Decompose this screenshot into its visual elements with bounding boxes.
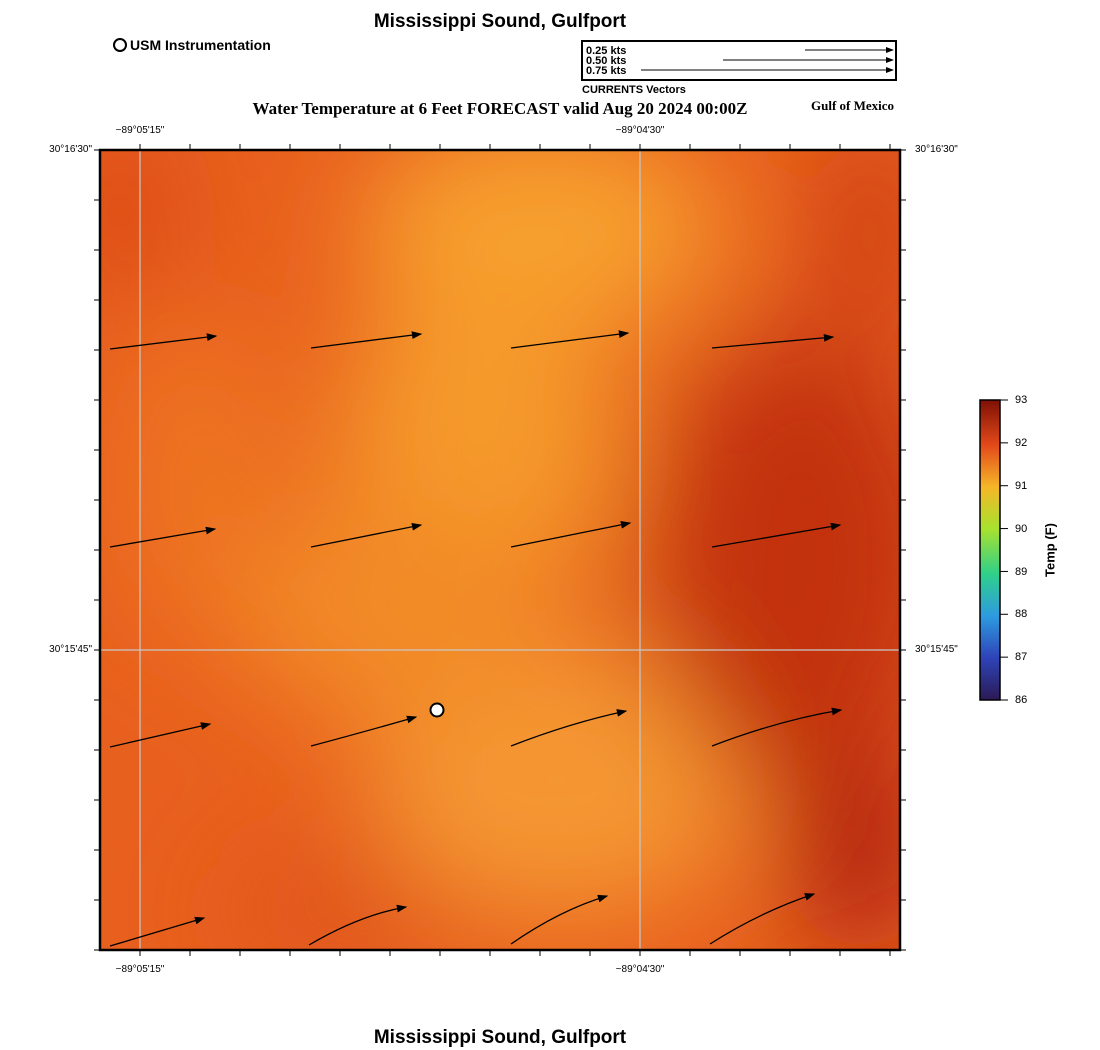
colorbar-tick-label: 91	[1015, 480, 1028, 492]
current-vector	[109, 916, 206, 947]
current-vector	[310, 331, 423, 349]
current-vector	[711, 707, 843, 747]
current-vector	[711, 522, 842, 548]
current-vector	[510, 330, 630, 349]
current-vector	[510, 709, 628, 747]
vector-key-arrows	[641, 47, 894, 73]
colorbar-tick-label: 93	[1015, 394, 1028, 406]
footer-title: Mississippi Sound, Gulfport	[373, 1027, 627, 1048]
current-vector	[308, 904, 408, 946]
bottom-tick-label: −89°05'15"	[115, 964, 165, 975]
vector-key-label-025: 0.25 kts	[586, 45, 627, 57]
colorbar	[979, 399, 1008, 701]
left-tick-label: 30°15'45"	[49, 644, 92, 655]
current-vector	[310, 715, 418, 747]
frame-ticks	[94, 144, 906, 956]
field-blobs	[100, 150, 900, 950]
current-vector	[109, 333, 218, 350]
page-title: Mississippi Sound, Gulfport	[373, 11, 627, 32]
station-circle-icon	[113, 38, 127, 52]
colorbar-gradient	[979, 399, 1001, 701]
current-vector	[510, 894, 609, 945]
vector-caption: CURRENTS Vectors	[582, 84, 686, 96]
current-vector	[711, 333, 835, 349]
hot-zone-east	[650, 330, 900, 790]
top-tick-label: −89°05'15"	[115, 125, 165, 136]
usm-station-marker	[429, 702, 445, 718]
top-tick-label: −89°04'30"	[615, 125, 665, 136]
vector-key-label-050: 0.50 kts	[586, 55, 627, 67]
current-vector	[310, 522, 423, 548]
region-label: Gulf of Mexico	[811, 98, 895, 113]
colorbar-tick-label: 92	[1015, 437, 1028, 449]
warm-zone-mid	[230, 500, 550, 720]
warm-zone-south	[370, 640, 750, 920]
station-legend-label: USM Instrumentation	[130, 37, 271, 53]
colorbar-tick-label: 90	[1015, 523, 1028, 535]
warm-zone-left	[120, 320, 280, 640]
current-vector	[109, 526, 217, 548]
hot-zone-southwest	[220, 850, 440, 950]
colorbar-title: Temp (F)	[1042, 523, 1058, 577]
colorbar-tick-label: 86	[1015, 694, 1028, 706]
colorbar-tick-label: 87	[1015, 651, 1028, 663]
temperature-field	[100, 150, 900, 950]
right-tick-label: 30°16'30"	[915, 144, 958, 155]
map-title: Water Temperature at 6 Feet FORECAST val…	[252, 99, 748, 118]
graticule	[100, 150, 900, 950]
colorbar-tick-label: 88	[1015, 608, 1028, 620]
left-tick-label: 30°16'30"	[49, 144, 92, 155]
current-vector	[709, 893, 816, 945]
vector-key-label-075: 0.75 kts	[586, 65, 627, 77]
colorbar-tick-label: 89	[1015, 566, 1028, 578]
hot-zone-northeast	[810, 150, 900, 340]
bottom-tick-label: −89°04'30"	[615, 964, 665, 975]
current-vectors	[109, 330, 843, 947]
hot-zone-southeast	[790, 740, 900, 950]
current-vector	[510, 520, 632, 548]
current-vector	[109, 722, 212, 748]
right-tick-label: 30°15'45"	[915, 644, 958, 655]
station-legend: USM Instrumentation	[113, 37, 271, 53]
vector-scale-key: 0.25 kts 0.50 kts 0.75 kts	[581, 40, 897, 81]
